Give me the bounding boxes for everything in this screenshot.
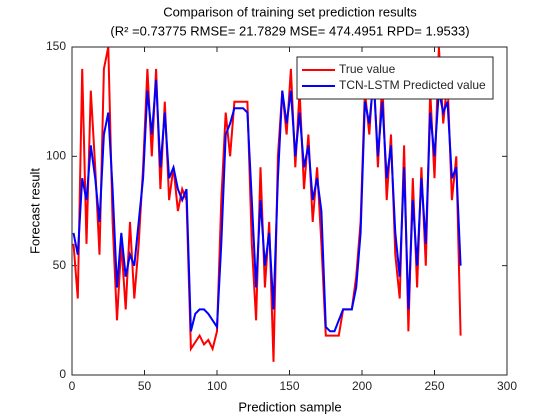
data-line — [72, 79, 462, 333]
x-tick-label: 150 — [279, 379, 299, 393]
chart-subtitle: (R² =0.73775 RMSE= 21.7829 MSE= 474.4951… — [110, 23, 469, 38]
x-tick-label: 100 — [207, 379, 227, 393]
y-tick-label: 100 — [46, 149, 66, 163]
x-tick-label: 250 — [424, 379, 444, 393]
y-tick-label: 150 — [46, 39, 66, 53]
x-axis-label: Prediction sample — [238, 399, 341, 414]
legend-label: True value — [339, 62, 396, 76]
x-tick-label: 300 — [497, 379, 517, 393]
y-axis-label: Forecast result — [27, 168, 42, 254]
legend-label: TCN-LSTM Predicted value — [339, 78, 486, 92]
x-tick-label: 0 — [69, 379, 76, 393]
x-tick-label: 50 — [138, 379, 152, 393]
legend-box — [296, 56, 494, 100]
y-tick-label: 50 — [53, 258, 67, 272]
chart-title: Comparison of training set prediction re… — [163, 4, 417, 19]
y-tick-label: 0 — [59, 367, 66, 381]
x-tick-label: 200 — [352, 379, 372, 393]
axes-box — [71, 46, 508, 376]
